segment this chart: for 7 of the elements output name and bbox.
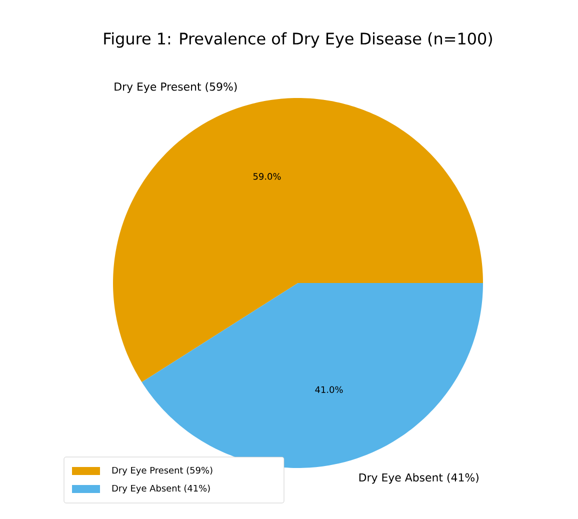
slice-label: Dry Eye Present (59%) bbox=[114, 82, 237, 93]
slice-label: Dry Eye Absent (41%) bbox=[359, 473, 478, 484]
data-label: 41.0% bbox=[315, 386, 343, 393]
data-label: 59.0% bbox=[253, 173, 281, 180]
legend-label: Dry Eye Absent (41%) bbox=[112, 484, 210, 494]
chart-title: Figure 1: Prevalence of Dry Eye Disease (n=100) bbox=[104, 32, 492, 48]
legend-label: Dry Eye Present (59%) bbox=[112, 466, 212, 476]
